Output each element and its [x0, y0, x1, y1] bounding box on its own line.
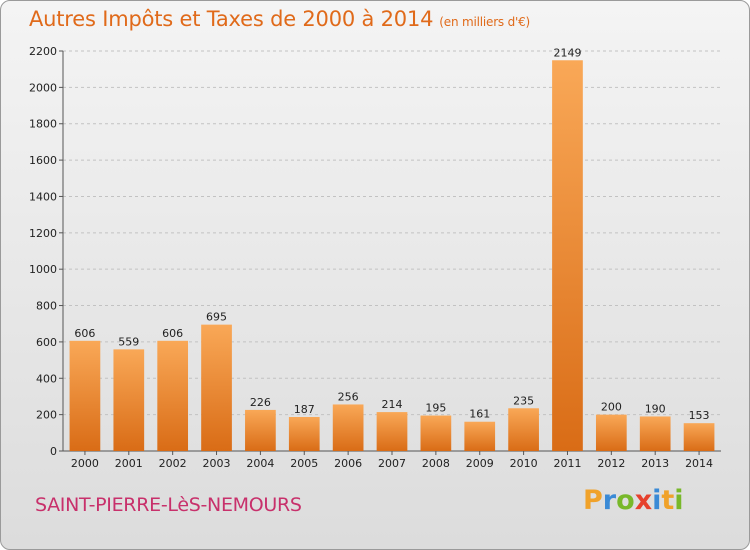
x-tick-label: 2003: [203, 457, 231, 470]
data-label: 2149: [553, 46, 581, 59]
y-tick-label: 200: [36, 409, 57, 422]
data-label: 161: [469, 408, 490, 421]
bar: [69, 340, 101, 451]
bar: [332, 404, 364, 451]
bar: [420, 415, 452, 451]
x-tick-label: 2010: [510, 457, 538, 470]
data-label: 153: [689, 409, 710, 422]
data-label: 214: [382, 398, 403, 411]
data-label: 195: [425, 402, 446, 415]
x-tick-label: 2009: [466, 457, 494, 470]
title-text: Autres Impôts et Taxes de 2000 à 2014: [29, 7, 434, 31]
bar: [201, 324, 232, 451]
data-label: 695: [206, 311, 227, 324]
bar: [376, 412, 408, 451]
bar: [639, 416, 671, 451]
y-tick-label: 1600: [29, 154, 57, 167]
y-tick-label: 0: [50, 445, 57, 458]
x-tick-label: 2001: [115, 457, 143, 470]
data-label: 200: [601, 401, 622, 414]
bar: [508, 408, 539, 451]
bar: [595, 414, 627, 451]
y-tick-label: 1000: [29, 263, 57, 276]
x-tick-label: 2005: [290, 457, 318, 470]
x-tick-label: 2007: [378, 457, 406, 470]
y-tick-label: 2000: [29, 81, 57, 94]
bar: [157, 340, 189, 451]
x-tick-label: 2014: [685, 457, 713, 470]
x-tick-label: 2006: [334, 457, 362, 470]
x-tick-label: 2000: [71, 457, 99, 470]
data-label: 235: [513, 394, 534, 407]
bar: [113, 349, 145, 451]
data-label: 226: [250, 396, 271, 409]
data-label: 190: [645, 402, 666, 415]
chart-subtitle: (en milliers d'€): [439, 15, 531, 29]
x-tick-label: 2002: [159, 457, 187, 470]
y-tick-label: 2200: [29, 45, 57, 58]
y-tick-label: 400: [36, 372, 57, 385]
bar: [683, 423, 715, 451]
commune-name: SAINT-PIERRE-LèS-NEMOURS: [35, 494, 302, 516]
bar: [245, 409, 276, 451]
x-tick-label: 2008: [422, 457, 450, 470]
data-label: 606: [74, 327, 95, 340]
bar: [288, 417, 320, 451]
bar: [552, 60, 583, 451]
data-label: 187: [294, 403, 315, 416]
x-tick-label: 2013: [641, 457, 669, 470]
data-label: 559: [118, 335, 139, 348]
data-label: 256: [338, 390, 359, 403]
y-tick-label: 800: [36, 300, 57, 313]
bar: [464, 421, 496, 451]
data-label: 606: [162, 327, 183, 340]
y-tick-label: 600: [36, 336, 57, 349]
y-tick-label: 1800: [29, 118, 57, 131]
x-tick-label: 2012: [597, 457, 625, 470]
bar-chart: 0 200 400 600 800 1000 1200 1400 1600 1800 2000 220…: [29, 45, 721, 470]
proxiti-logo[interactable]: Proxiti: [583, 485, 684, 516]
x-tick-label: 2004: [246, 457, 274, 470]
y-tick-label: 1200: [29, 227, 57, 240]
y-tick-label: 1400: [29, 190, 57, 203]
chart-title: Autres Impôts et Taxes de 2000 à 2014 (en…: [29, 7, 530, 31]
x-tick-label: 2011: [553, 457, 581, 470]
